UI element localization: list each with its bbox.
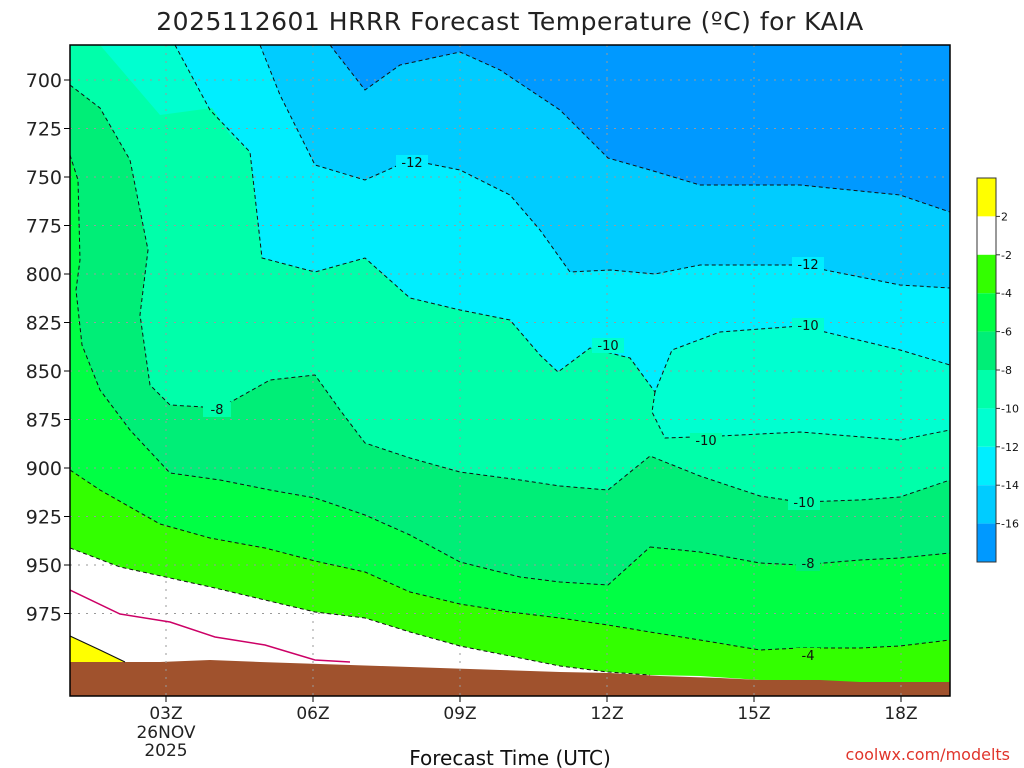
y-tick-label: 825 [26, 313, 62, 335]
colorbar-swatch [977, 331, 996, 370]
chart-title: 2025112601 HRRR Forecast Temperature (ºC… [156, 7, 863, 36]
y-axis: 700 725 750 775 800 825 850 875 900 925 950 975 [26, 70, 70, 626]
contour-label: -4 [802, 649, 815, 664]
y-tick-label: 800 [26, 264, 62, 286]
plot-area: -12 -10 -8 -10 -10 -12 -10 -8 -4 [70, 45, 950, 696]
colorbar-tick-label: -8 [1001, 364, 1012, 377]
y-tick-label: 850 [26, 361, 62, 383]
colorbar-tick-label: -4 [1001, 287, 1012, 300]
colorbar-swatch [977, 370, 996, 409]
y-tick-label: 950 [26, 555, 62, 577]
contour-label: -8 [211, 403, 224, 418]
contour-minus8 [70, 84, 950, 503]
colorbar-tick-label: -16 [1001, 518, 1019, 531]
x-tick-label: 03Z [149, 704, 182, 724]
contour-label: -12 [797, 258, 818, 273]
y-tick-label: 725 [26, 119, 62, 141]
colorbar-swatch [977, 408, 996, 447]
contour-label: -10 [695, 434, 716, 449]
contour-minus12 [259, 45, 950, 289]
contour-label: -12 [401, 156, 422, 171]
colorbar-swatch [977, 254, 996, 294]
contour-label: -10 [797, 319, 818, 334]
colorbar-swatch [977, 485, 996, 524]
contour-label: -8 [802, 557, 815, 572]
y-tick-label: 700 [26, 70, 62, 92]
colorbar-tick-label: -2 [1001, 249, 1012, 262]
x-date-line-2: 2025 [144, 741, 187, 761]
x-axis-label: Forecast Time (UTC) [409, 746, 611, 768]
terrain-surface [70, 660, 950, 696]
x-date-line-1: 26NOV [136, 723, 195, 743]
credit-text: coolwx.com/modelts [846, 745, 1010, 764]
contour-minus14 [329, 45, 950, 213]
colorbar-tick-label: 2 [1001, 210, 1008, 223]
contour-labels: -12 -10 -8 -10 -10 -12 -10 -8 -4 [203, 155, 824, 664]
colorbar: 2 -2 -4 -6 -8 -10 -12 -14 -16 [976, 177, 1019, 563]
y-tick-label: 750 [26, 167, 62, 189]
y-tick-label: 775 [26, 216, 62, 238]
y-tick-label: 900 [26, 458, 62, 480]
x-tick-label: 15Z [737, 704, 770, 724]
contour-plus2-line [70, 635, 126, 663]
contour-minus2 [70, 547, 651, 676]
x-tick-label: 18Z [884, 704, 917, 724]
colorbar-swatch [977, 293, 996, 332]
contour-minus6-b [649, 546, 950, 566]
x-tick-label: 12Z [590, 704, 623, 724]
colorbar-swatch [977, 178, 996, 217]
colorbar-tick-label: -14 [1001, 479, 1019, 492]
colorbar-tick-label: -6 [1001, 326, 1012, 339]
contour-label: -10 [597, 339, 618, 354]
y-tick-label: 875 [26, 410, 62, 432]
x-axis: 03Z 06Z 09Z 12Z 15Z 18Z [149, 696, 918, 724]
y-tick-label: 925 [26, 507, 62, 529]
grid-lines [70, 45, 950, 696]
x-tick-label: 09Z [443, 704, 476, 724]
band-2 [70, 548, 950, 696]
contour-minus6 [70, 154, 651, 586]
colorbar-swatch [977, 523, 996, 562]
colorbar-swatch [977, 446, 996, 486]
contour-minus10 [174, 45, 950, 394]
colorbar-tick-label: -10 [1001, 402, 1019, 415]
colorbar-tick-label: -12 [1001, 441, 1019, 454]
contour-label: -10 [793, 496, 814, 511]
y-tick-label: 975 [26, 604, 62, 626]
contour-zero-line [70, 589, 351, 663]
colorbar-swatch [977, 216, 996, 255]
x-tick-label: 06Z [296, 704, 329, 724]
